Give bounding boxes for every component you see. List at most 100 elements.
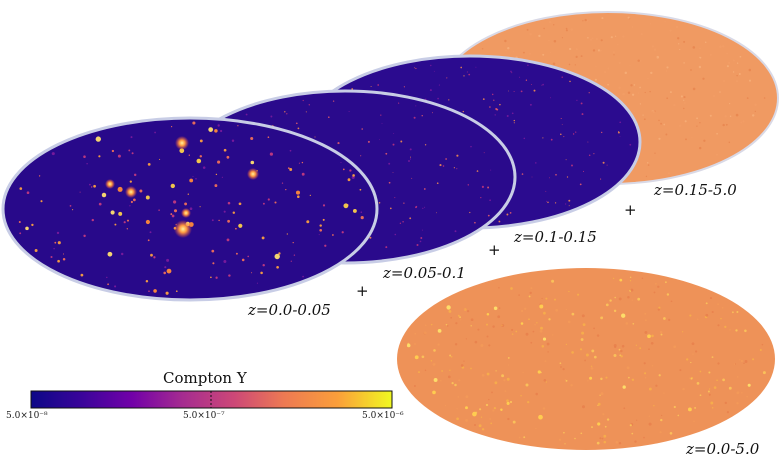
map-speckle (631, 93, 635, 96)
map-speckle (57, 241, 61, 245)
map-speckle (470, 145, 472, 148)
map-speckle (117, 186, 123, 192)
map-speckle (413, 385, 416, 387)
map-speckle (683, 102, 686, 104)
map-speckle (478, 424, 482, 428)
map-speckle (644, 91, 646, 94)
map-speckle (305, 111, 307, 113)
map-speckle (196, 158, 202, 164)
map-speckle (751, 114, 755, 117)
map-speckle (482, 98, 485, 100)
map-speckle (72, 209, 74, 211)
map-speckle (173, 209, 178, 213)
map-speckle (619, 121, 622, 124)
map-speckle (414, 343, 416, 345)
map-speckle (223, 210, 226, 213)
map-speckle (417, 371, 421, 374)
map-speckle (408, 160, 410, 162)
map-speckle (95, 136, 101, 142)
map-speckle (267, 136, 270, 139)
map-speckle (739, 55, 742, 58)
map-speckle (624, 71, 628, 75)
map-speckle (600, 392, 604, 396)
map-speckle (523, 436, 526, 439)
map-speckle (262, 263, 265, 267)
map-speckle (566, 176, 569, 178)
map-speckle (454, 383, 457, 387)
map-speckle (470, 367, 472, 370)
map-speckle (560, 366, 562, 368)
map-speckle (527, 64, 529, 67)
map-speckle (736, 391, 740, 395)
map-speckle (424, 206, 426, 208)
map-speckle (744, 360, 748, 363)
map-speckle (544, 360, 547, 363)
map-speckle (40, 200, 43, 203)
map-speckle (535, 427, 537, 430)
map-speckle (511, 328, 514, 331)
map-speckle (708, 393, 711, 396)
map-speckle (423, 188, 426, 190)
map-speckle (729, 103, 731, 105)
map-speckle (499, 103, 501, 106)
map-speckle (739, 359, 741, 361)
map-speckle (650, 110, 653, 112)
map-speckle (319, 228, 323, 232)
map-speckle (38, 175, 41, 177)
map-speckle (403, 86, 405, 88)
map-speckle (267, 198, 270, 201)
map-speckle (702, 77, 705, 80)
map-speckle (754, 110, 756, 113)
map-speckle (650, 341, 654, 345)
map-speckle (18, 220, 21, 224)
map-speckle (663, 392, 665, 394)
map-speckle (619, 278, 623, 282)
map-speckle (189, 178, 194, 183)
map-speckle (584, 18, 587, 22)
map-speckle (581, 314, 585, 318)
map-speckle (347, 178, 351, 182)
map-speckle (630, 288, 634, 292)
map-speckle (639, 60, 642, 62)
map-speckle (522, 371, 524, 374)
map-speckle (57, 259, 60, 263)
map-speckle (689, 314, 692, 317)
map-speckle (318, 234, 320, 236)
map-speckle (716, 132, 718, 135)
map-speckle (677, 414, 680, 417)
map-speckle (467, 310, 470, 313)
map-speckle (711, 407, 714, 409)
map-speckle (644, 376, 647, 379)
map-speckle (361, 128, 363, 130)
map-speckle (139, 189, 143, 193)
map-speckle (148, 290, 150, 293)
map-speckle (752, 358, 755, 361)
map-speckle (69, 205, 72, 207)
map-speckle (507, 417, 510, 421)
map-speckle (561, 37, 564, 39)
map-speckle (691, 136, 693, 138)
map-speckle (622, 92, 625, 96)
map-speckle (610, 36, 613, 39)
map-speckle (726, 52, 728, 55)
map-speckle (600, 178, 602, 180)
map-speckle (56, 231, 60, 235)
map-speckle (392, 171, 394, 173)
map-speckle (692, 353, 694, 355)
map-speckle (430, 64, 432, 67)
map-speckle (545, 297, 548, 300)
map-speckle (592, 49, 596, 52)
map-speckle (658, 374, 661, 377)
map-speckle (195, 178, 197, 180)
map-speckle (655, 384, 658, 387)
map-speckle (728, 141, 731, 144)
map-speckle (506, 213, 509, 216)
map-speckle (166, 268, 172, 274)
map-speckle (587, 141, 589, 143)
map-speckle (698, 146, 702, 150)
map-speckle (393, 133, 395, 135)
map-speckle (497, 315, 501, 319)
map-speckle (486, 323, 488, 326)
map-speckle (698, 65, 702, 69)
map-speckle (62, 257, 66, 261)
